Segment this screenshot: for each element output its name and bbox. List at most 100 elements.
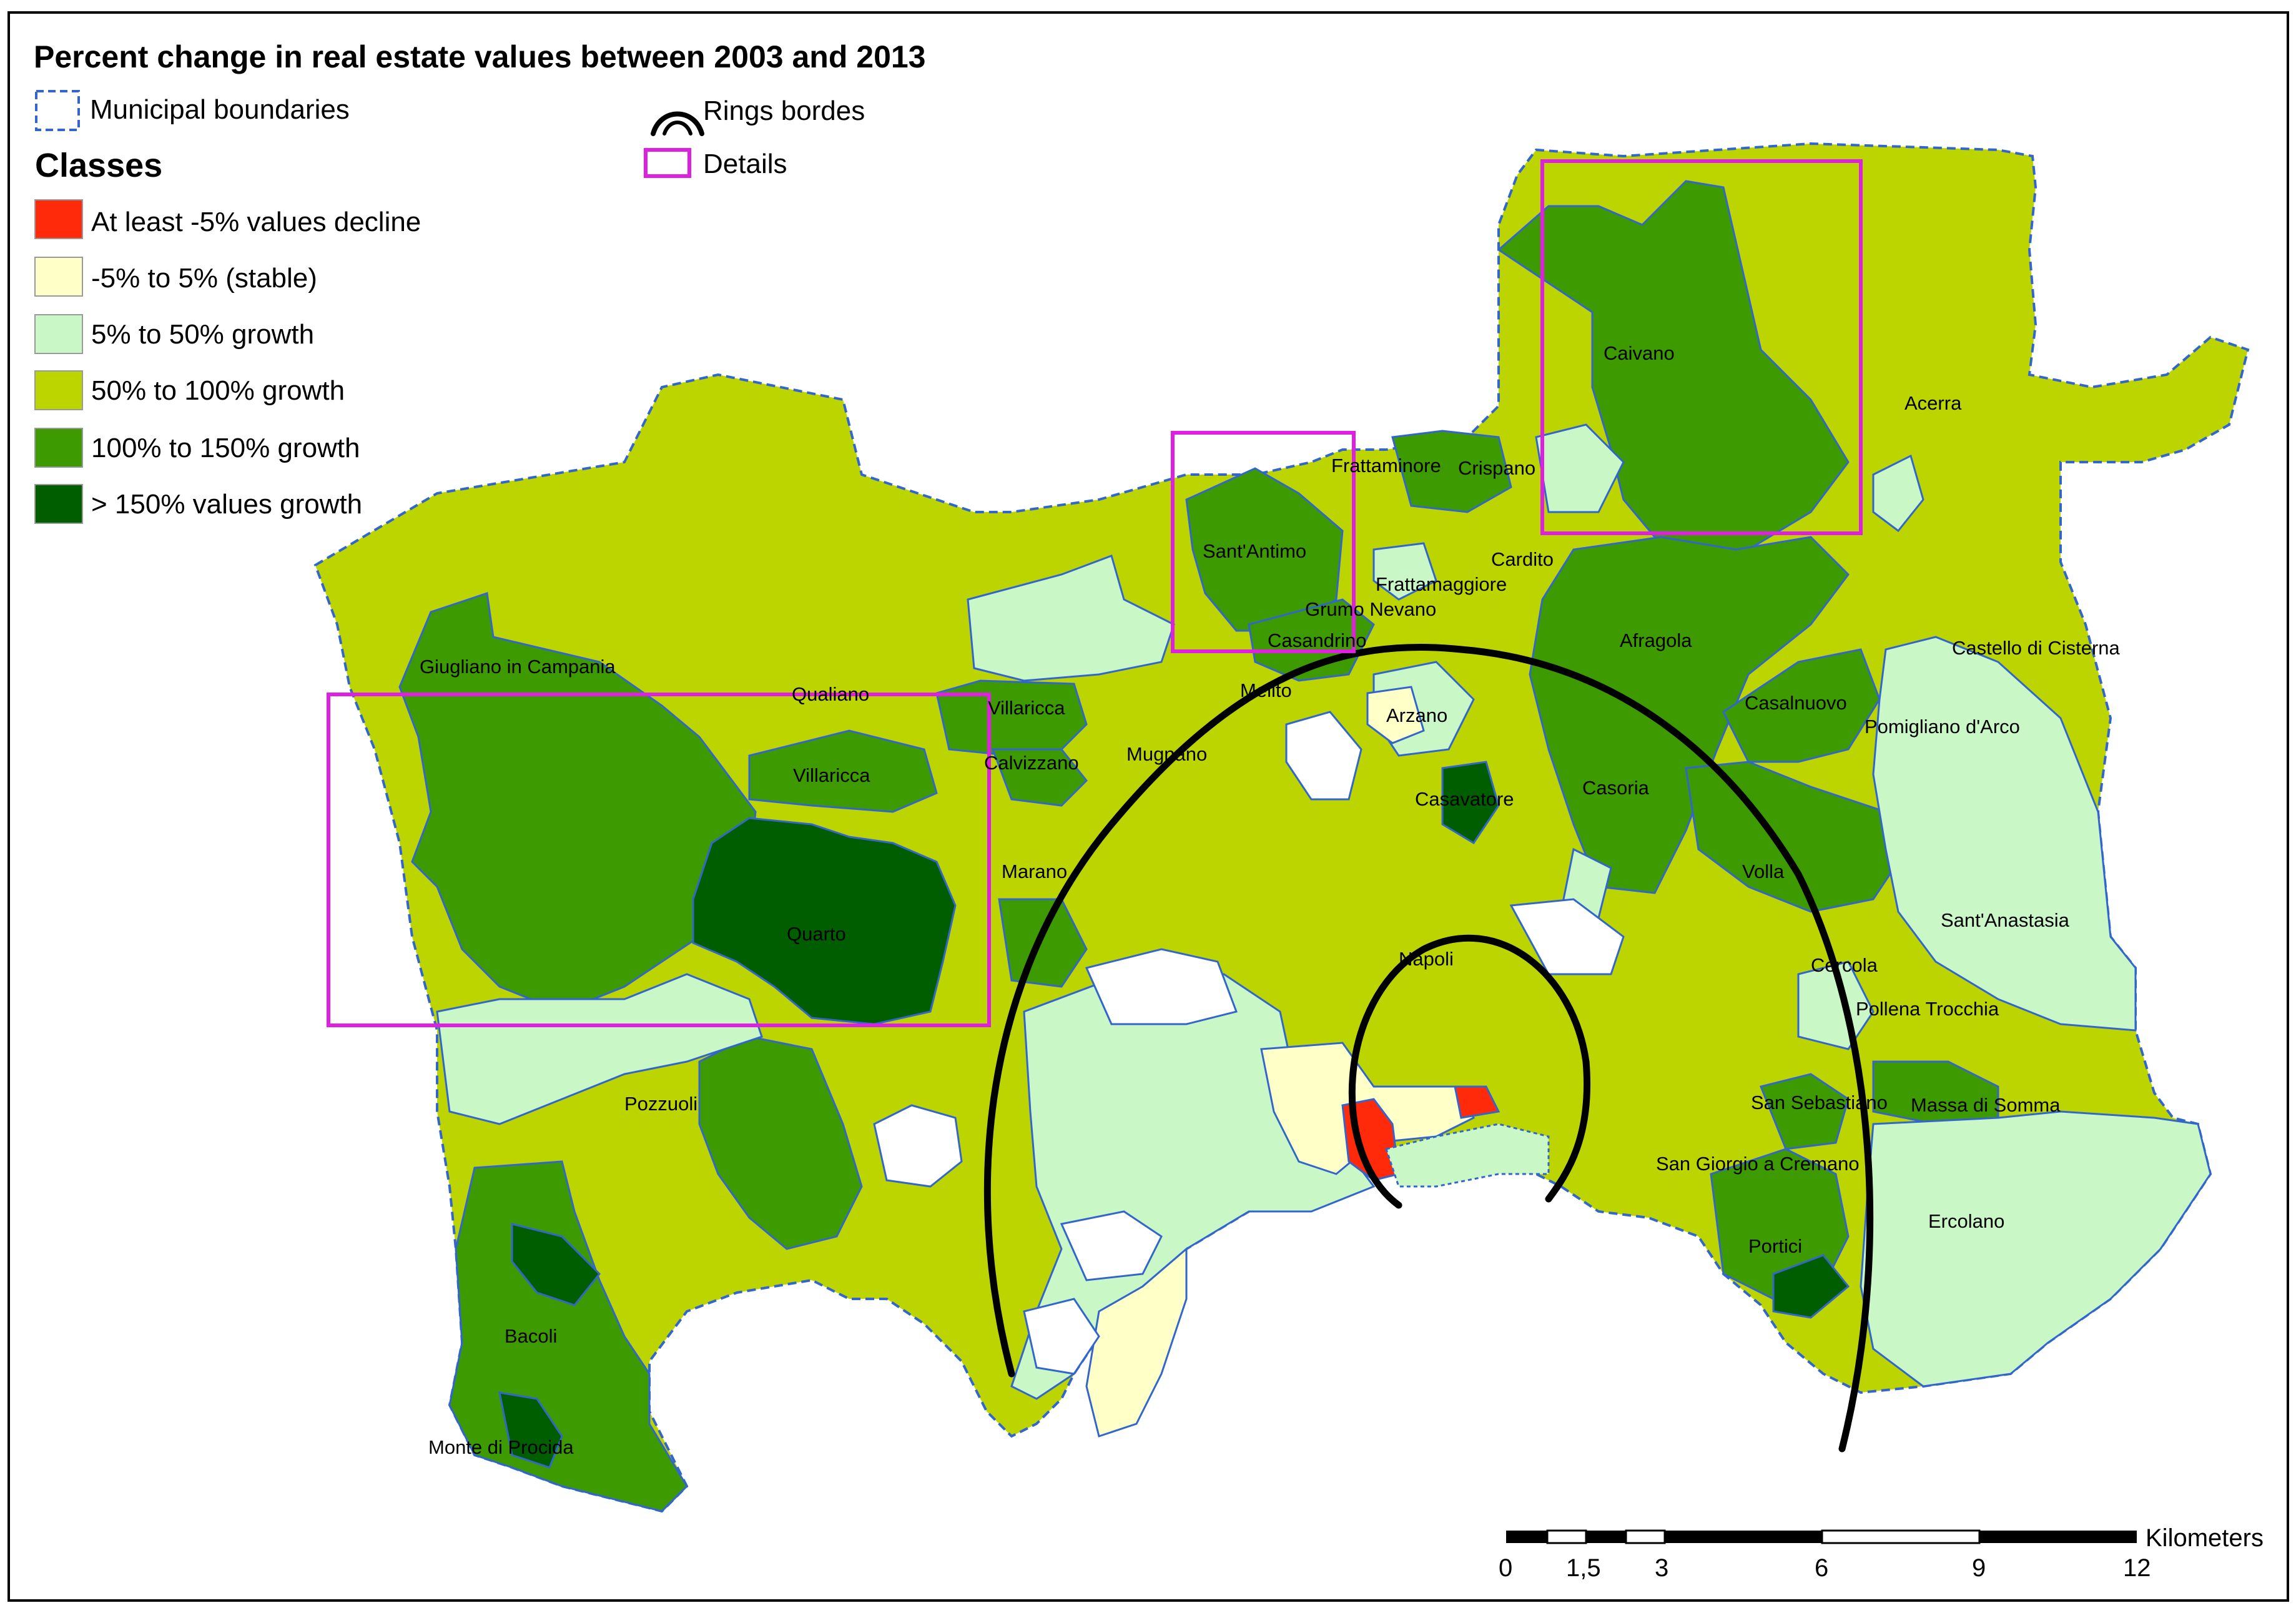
place-label: Ercolano	[1928, 1210, 2004, 1232]
class-swatch-50-100	[34, 370, 83, 410]
place-label: Volla	[1742, 861, 1785, 882]
zone-volla	[1685, 761, 1899, 913]
place-label: Sant'Antimo	[1203, 540, 1306, 562]
place-label: Qualiano	[792, 683, 869, 705]
zone-frattamaggiore	[1372, 542, 1437, 601]
zone-posillipo-stable	[1085, 1246, 1188, 1438]
scale-tick: 6	[1815, 1554, 1828, 1582]
scale-seg	[1625, 1529, 1666, 1544]
zone-pozzuoli-east	[698, 1035, 863, 1250]
detail-box-caivano	[1540, 159, 1863, 535]
class-swatch-5-50	[34, 314, 83, 354]
place-label: Casavatore	[1415, 788, 1514, 810]
patch-center-2	[1285, 711, 1362, 801]
place-label: Frattaminore	[1331, 455, 1441, 476]
place-label: Melito	[1240, 679, 1292, 701]
scale-unit: Kilometers	[2146, 1524, 2264, 1552]
scale-seg	[1665, 1531, 1822, 1543]
ring-borders	[983, 643, 1874, 1453]
class-swatch-100-150	[34, 428, 83, 468]
place-label: Calvizzano	[984, 752, 1079, 774]
zone-pomigliano	[1872, 636, 2137, 1032]
place-label: Cardito	[1491, 548, 1554, 570]
zone-quarto	[692, 817, 957, 1025]
zone-caivano	[1497, 180, 1850, 563]
rings-icon	[651, 111, 704, 136]
patch-center-3	[1509, 898, 1625, 975]
place-label: Arzano	[1386, 704, 1447, 726]
no-data-patches	[873, 711, 1625, 1375]
zone-decline-east	[1454, 1085, 1500, 1119]
place-label: Caivano	[1604, 342, 1675, 364]
place-label: Portici	[1748, 1235, 1802, 1257]
class-label-over-150: > 150% values growth	[91, 489, 362, 520]
place-label: Villaricca	[988, 697, 1065, 719]
zone-north-center	[967, 555, 1175, 682]
place-label: Quarto	[787, 923, 846, 945]
place-label: Castello di Cisterna	[1952, 637, 2121, 659]
patch-center-4	[1060, 1210, 1163, 1281]
scale-seg	[1506, 1531, 1547, 1543]
place-label: Pomigliano d'Arco	[1865, 716, 2020, 737]
details-swatch	[644, 148, 691, 178]
place-label: Marano	[1002, 861, 1067, 882]
legend: Percent change in real estate values bet…	[34, 39, 926, 524]
place-label: Bacoli	[505, 1325, 557, 1347]
patch-center-1	[1085, 948, 1238, 1025]
patch-lake-avernus	[873, 1104, 963, 1188]
map-area	[313, 142, 2250, 1513]
zone-melito	[1248, 598, 1375, 682]
scale-tick: 12	[2123, 1554, 2151, 1582]
place-label: Pozzuoli	[624, 1093, 697, 1115]
class-label-5-50: 5% to 50% growth	[91, 319, 314, 350]
place-label: Cercola	[1811, 954, 1878, 976]
zone-acerra-inset	[1872, 454, 1924, 533]
place-label: Casalnuovo	[1745, 692, 1847, 714]
place-label: San Giorgio a Cremano	[1656, 1153, 1860, 1175]
municipal-boundary-swatch	[35, 90, 80, 131]
patch-south-1	[1023, 1298, 1100, 1375]
detail-box-quarto	[327, 693, 991, 1027]
class-swatch-over-150	[34, 484, 83, 524]
classes-heading: Classes	[35, 147, 162, 184]
scale-seg	[1821, 1529, 1981, 1544]
place-label: Crispano	[1458, 457, 1535, 479]
details-label: Details	[703, 149, 787, 179]
zone-portici-core	[1772, 1254, 1850, 1319]
place-label: Giugliano in Campania	[420, 656, 616, 678]
detail-box-santantimo	[1171, 431, 1356, 653]
zone-pozzuoli-coast	[436, 973, 763, 1125]
class-label-decline: At least -5% values decline	[91, 207, 421, 237]
place-label: Acerra	[1904, 392, 1962, 414]
class-label-100-150: 100% to 150% growth	[91, 433, 360, 463]
zone-bacoli-core	[511, 1223, 601, 1306]
zone-villaricca-north	[935, 679, 1088, 757]
place-label: Casoria	[1582, 777, 1650, 799]
place-label: Napoli	[1399, 948, 1454, 970]
rings-borders-label: Rings bordes	[703, 96, 865, 126]
zones-100-150	[398, 180, 1999, 1512]
zone-giugliano-west	[398, 592, 757, 1013]
scale-seg	[1979, 1531, 2137, 1543]
rings-icon-inner	[663, 121, 692, 136]
scale-tick: 1,5	[1566, 1554, 1601, 1582]
zone-crispano	[1391, 430, 1512, 513]
scale-seg	[1546, 1529, 1587, 1544]
zone-arzano-stable	[1366, 686, 1425, 744]
zone-san-sebastiano	[1797, 960, 1875, 1050]
place-label: Grumo Nevano	[1305, 598, 1436, 620]
scale-bar: Kilometers 0 1,5 3 6 9 12	[1499, 1524, 2264, 1582]
place-label: Sant'Anastasia	[1941, 909, 2070, 931]
port-area	[1385, 1123, 1550, 1188]
place-label: Afragola	[1620, 629, 1692, 651]
inner-ring	[1348, 934, 1591, 1209]
class-swatch-stable	[34, 257, 83, 297]
scale-tick: 0	[1499, 1554, 1512, 1582]
zone-casalnuovo	[1722, 648, 1881, 763]
zone-calvizzano	[991, 748, 1088, 807]
municipal-boundaries-label: Municipal boundaries	[90, 94, 350, 125]
place-label: Mugnano	[1126, 743, 1207, 765]
place-label: Pollena Trocchia	[1856, 998, 1999, 1020]
place-label: Casandrino	[1268, 629, 1367, 651]
